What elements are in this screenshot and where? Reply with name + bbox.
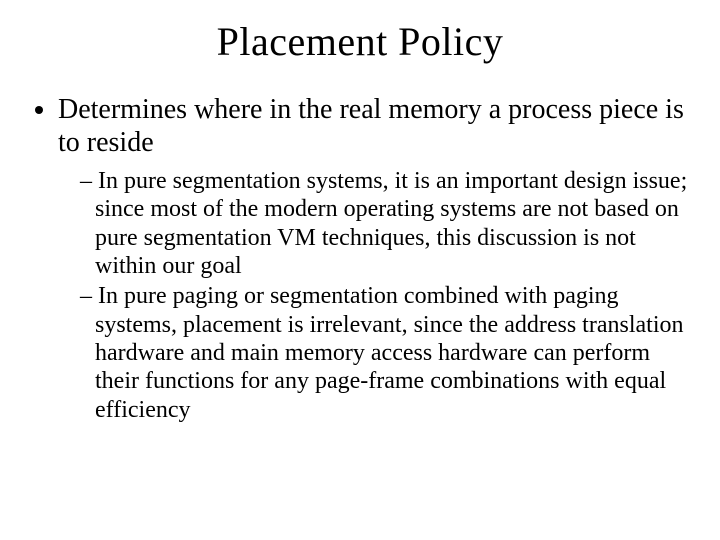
bullet-list: Determines where in the real memory a pr… [30, 93, 690, 424]
bullet-item: Determines where in the real memory a pr… [58, 93, 690, 424]
sub-bullet-item: In pure paging or segmentation combined … [80, 282, 690, 424]
sub-bullet-list: In pure segmentation systems, it is an i… [58, 167, 690, 424]
bullet-text: Determines where in the real memory a pr… [58, 94, 684, 158]
slide: Placement Policy Determines where in the… [0, 0, 720, 540]
slide-title: Placement Policy [30, 18, 690, 65]
sub-bullet-item: In pure segmentation systems, it is an i… [80, 167, 690, 280]
